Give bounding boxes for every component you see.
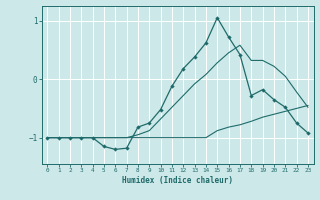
X-axis label: Humidex (Indice chaleur): Humidex (Indice chaleur) <box>122 176 233 185</box>
